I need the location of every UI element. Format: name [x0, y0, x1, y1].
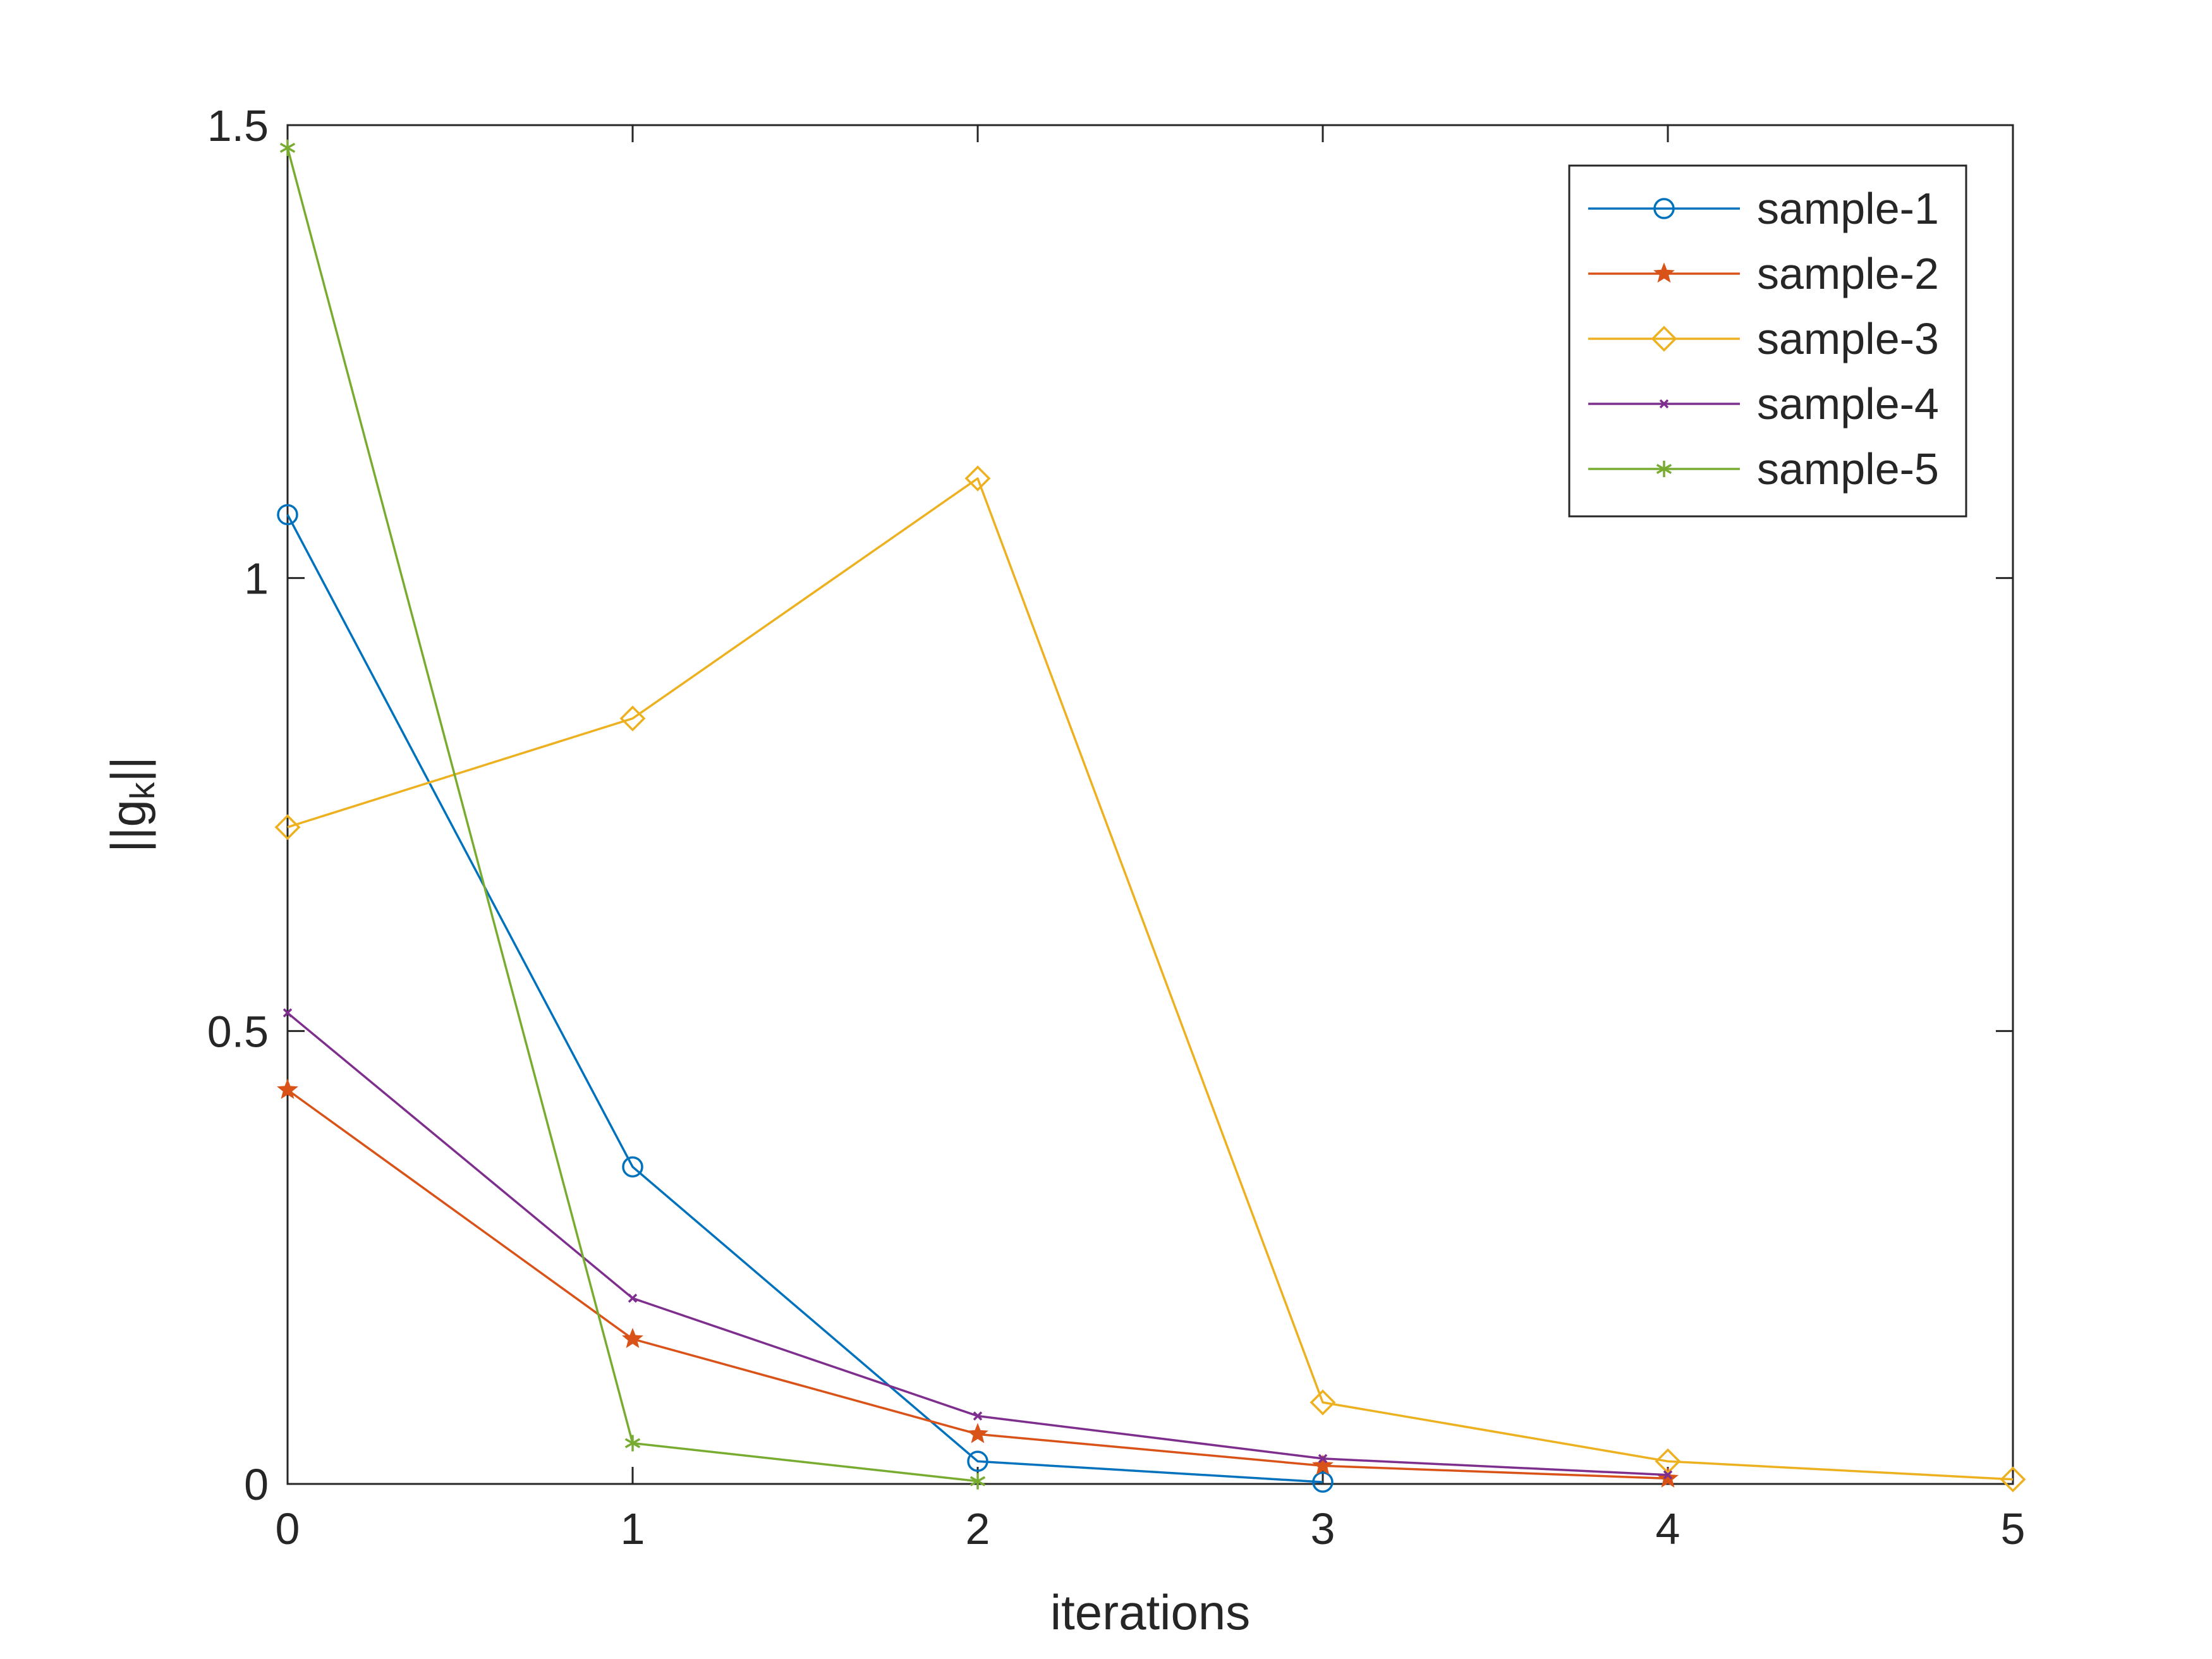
x-tick-label: 2 [966, 1504, 990, 1553]
y-axis-label-main: ||g [100, 799, 156, 853]
x-axis-label: iterations [1050, 1584, 1251, 1640]
y-axis-label: ||gk|| [100, 757, 162, 853]
y-axis-label-end: || [100, 757, 156, 782]
y-axis-label-subscript: k [123, 782, 162, 799]
x-tick-label: 3 [1311, 1504, 1335, 1553]
axis-labels: iterations ||gk|| [100, 757, 1250, 1640]
data-point [969, 1473, 986, 1490]
data-point [277, 504, 298, 526]
plot-series [274, 139, 2026, 1493]
legend-label: sample-1 [1757, 184, 1939, 233]
y-tick-label: 0 [244, 1460, 269, 1509]
legend-item: sample-1 [1588, 184, 1939, 233]
data-point [967, 1423, 988, 1443]
legend-marker [1651, 325, 1677, 352]
data-point [283, 1008, 293, 1018]
legend-label: sample-3 [1757, 314, 1939, 363]
legend-marker [1656, 461, 1672, 477]
data-point [279, 139, 296, 156]
series-sample-4 [283, 1008, 1673, 1480]
legend-marker [1653, 262, 1675, 283]
data-point [964, 465, 991, 492]
data-point [1655, 1448, 1681, 1474]
x-tick-label: 0 [276, 1504, 300, 1553]
data-point [277, 1078, 298, 1099]
y-tick-label: 1.5 [207, 101, 269, 150]
data-point [624, 1435, 641, 1452]
legend-marker [1653, 198, 1675, 219]
legend-marker [1659, 399, 1669, 409]
x-tick-label: 1 [621, 1504, 645, 1553]
data-point [1312, 1454, 1334, 1475]
data-point [967, 1450, 988, 1472]
data-point [622, 1156, 643, 1178]
legend-item: sample-4 [1588, 379, 1939, 428]
data-point [628, 1293, 638, 1303]
series-sample-5 [279, 139, 986, 1490]
data-point [1312, 1471, 1334, 1493]
y-tick-label: 1 [244, 554, 269, 604]
legend-item: sample-2 [1588, 249, 1939, 298]
data-point [274, 814, 301, 841]
legend-label: sample-2 [1757, 249, 1939, 298]
series-line [287, 477, 2014, 1481]
data-point [1663, 1470, 1673, 1480]
data-point [1318, 1454, 1328, 1464]
data-point [973, 1411, 983, 1421]
legend-box [1568, 164, 1967, 518]
legend-item: sample-3 [1588, 314, 1939, 363]
data-point [619, 705, 646, 732]
series-line [286, 514, 1323, 1483]
series-sample-1 [277, 504, 1334, 1493]
legend-label: sample-5 [1757, 444, 1939, 494]
series-sample-3 [274, 465, 2026, 1493]
y-tick-label: 0.5 [207, 1007, 269, 1056]
x-tick-label: 5 [2001, 1504, 2026, 1553]
data-point [1310, 1389, 1336, 1416]
data-point [2000, 1466, 2026, 1493]
legend-label: sample-4 [1757, 379, 1939, 428]
legend-item: sample-5 [1588, 444, 1939, 494]
legend: sample-1 sample-2 sample-3 sample-4 sample-5 [1568, 164, 1967, 518]
data-point [622, 1327, 643, 1349]
x-tick-label: 4 [1656, 1504, 1680, 1553]
